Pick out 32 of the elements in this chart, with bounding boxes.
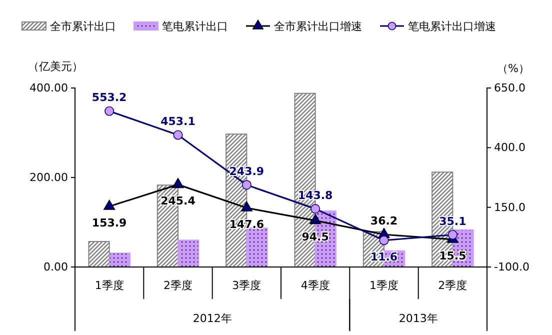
x-tick-label: 3季度 [232, 278, 262, 292]
y-tick-label: 0.00 [44, 260, 68, 274]
data-label: 15.5 [439, 249, 466, 262]
data-label: 153.9 [92, 216, 127, 230]
y2-tick-label: 650.0 [494, 82, 526, 95]
legend-label: 全市累计出口 [50, 20, 116, 33]
y2-tick-label: -100.0 [494, 260, 530, 274]
text: 2012年 [192, 312, 232, 325]
x-tick-label: 2季度 [164, 278, 192, 292]
data-label: 245.4 [160, 194, 196, 208]
legend-label: 笔电累计出口增速 [408, 20, 496, 33]
y2-tick-label: 400.0 [494, 141, 526, 154]
x-tick-label: 1季度 [94, 278, 124, 292]
x-tick-label: 1季度 [370, 278, 398, 292]
data-label: 147.6 [229, 218, 264, 231]
text: 2013年 [398, 312, 438, 325]
x-tick-label: 2季度 [438, 278, 468, 292]
data-label: 35.1 [439, 214, 466, 228]
data-label: 94.5 [302, 230, 329, 244]
legend-label: 笔电累计出口 [162, 20, 228, 33]
y-axis-title: （亿美元） [28, 60, 83, 73]
y-tick-label: 400.00 [30, 82, 68, 95]
y2-tick-label: 150.0 [494, 200, 526, 214]
data-label: 243.9 [229, 164, 264, 178]
y-tick-label: 200.00 [30, 171, 68, 184]
data-label: 453.1 [160, 114, 196, 128]
data-label: 143.8 [298, 188, 333, 202]
data-label: 553.2 [92, 91, 127, 104]
data-label: 36.2 [370, 214, 398, 228]
x-tick-label: 4季度 [300, 278, 330, 292]
legend-label: 全市累计出口增速 [274, 20, 362, 33]
y2-axis-title: （%） [497, 62, 530, 75]
